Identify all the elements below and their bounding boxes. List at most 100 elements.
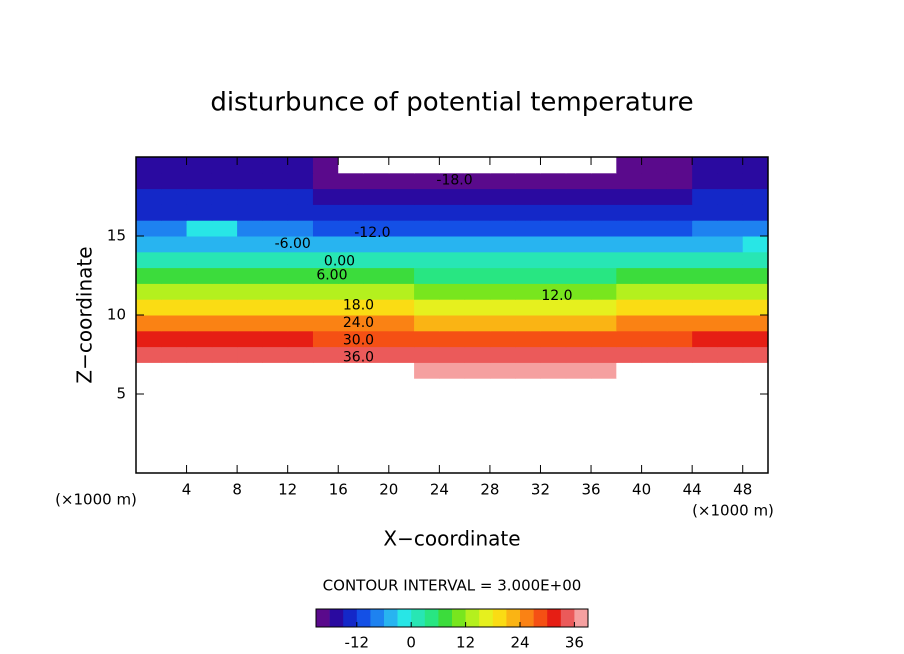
contour-cell — [515, 283, 541, 300]
contour-cell — [262, 362, 289, 379]
contour-cell — [161, 283, 188, 300]
contour-cell — [616, 267, 643, 284]
contour-cell — [717, 267, 744, 284]
contour-cell — [186, 299, 213, 316]
contour-cell — [211, 315, 238, 332]
contour-cell — [641, 299, 668, 316]
contour-cell — [211, 172, 238, 190]
contour-cell — [464, 283, 491, 300]
contour-cell — [591, 157, 617, 174]
contour-cell — [489, 204, 516, 221]
contour-cell — [489, 267, 516, 284]
contour-cell — [136, 220, 162, 237]
contour-cell — [464, 267, 491, 284]
colorbar-bin — [397, 609, 412, 627]
contour-cell — [464, 346, 491, 363]
contour-cell — [616, 157, 643, 174]
contour-cell — [641, 204, 668, 221]
contour-cell — [717, 172, 744, 190]
contour-cell — [717, 204, 744, 221]
contour-cell — [540, 172, 567, 190]
contour-cell — [186, 346, 213, 363]
contour-cell — [464, 236, 491, 253]
contour-cell — [186, 315, 213, 332]
contour-cell — [161, 220, 188, 237]
contour-cell — [338, 315, 365, 332]
contour-cell — [540, 188, 567, 205]
contour-cell — [363, 283, 390, 300]
contour-cell — [136, 346, 162, 363]
contour-cell — [464, 362, 491, 379]
contour-cell — [287, 251, 314, 269]
contour-cell — [717, 236, 744, 253]
contour-cell — [616, 204, 643, 221]
contour-cell — [666, 315, 693, 332]
contour-cell — [666, 204, 693, 221]
contour-cell — [565, 267, 592, 284]
contour-cell — [136, 315, 162, 332]
contour-cell — [565, 362, 592, 379]
contour-cell — [161, 188, 188, 205]
contour-cell — [591, 236, 617, 253]
contour-cell — [464, 204, 491, 221]
contour-cell — [287, 330, 314, 348]
contour-cell — [616, 283, 643, 300]
contour-cell — [186, 330, 213, 348]
contour-cell — [211, 220, 238, 237]
contour-cell — [692, 299, 718, 316]
contour-cell — [717, 362, 744, 379]
contour-cell — [287, 346, 314, 363]
colorbar-bin — [479, 609, 494, 627]
contour-cell — [515, 157, 541, 174]
contour-cell — [312, 315, 339, 332]
contour-cell — [338, 188, 365, 205]
contour-cell — [414, 267, 440, 284]
contour-cell — [515, 251, 541, 269]
contour-cell — [414, 346, 440, 363]
x-tick-label: 24 — [430, 481, 449, 499]
contour-cell — [489, 346, 516, 363]
contour-cell — [515, 172, 541, 190]
contour-cell — [388, 157, 415, 174]
contour-cell — [742, 204, 769, 221]
contour-cell — [439, 267, 466, 284]
colorbar-bin — [329, 609, 344, 627]
contour-cell — [591, 362, 617, 379]
contour-cell — [591, 220, 617, 237]
contour-cell — [742, 157, 769, 174]
contour-cell — [591, 346, 617, 363]
contour-cell — [136, 172, 162, 190]
contour-cell — [515, 330, 541, 348]
contour-cell — [211, 157, 238, 174]
colorbar-bin — [533, 609, 548, 627]
contour-cell — [161, 299, 188, 316]
x-axis-label: X−coordinate — [383, 527, 520, 551]
contour-cell — [540, 236, 567, 253]
contour-cell — [692, 362, 718, 379]
contour-cell — [464, 157, 491, 174]
contour-cell — [489, 188, 516, 205]
contour-cell — [565, 188, 592, 205]
contour-cell — [136, 157, 162, 174]
contour-cell — [287, 188, 314, 205]
colorbar-tick-label: 36 — [565, 634, 584, 652]
contour-cell — [489, 157, 516, 174]
contour-cell — [591, 283, 617, 300]
contour-cell — [388, 220, 415, 237]
contour-cell — [742, 188, 769, 205]
contour-cell — [363, 362, 390, 379]
contour-label: 12.0 — [541, 288, 572, 304]
contour-cell — [439, 236, 466, 253]
contour-cell — [489, 172, 516, 190]
contour-cell — [287, 299, 314, 316]
contour-cell — [540, 157, 567, 174]
colorbar-bin — [370, 609, 385, 627]
contour-cell — [312, 362, 339, 379]
contour-cell — [641, 157, 668, 174]
contour-cell — [540, 299, 567, 316]
contour-cell — [692, 204, 718, 221]
contour-cell — [388, 172, 415, 190]
contour-cell — [464, 220, 491, 237]
contour-cell — [489, 220, 516, 237]
contour-cell — [211, 251, 238, 269]
